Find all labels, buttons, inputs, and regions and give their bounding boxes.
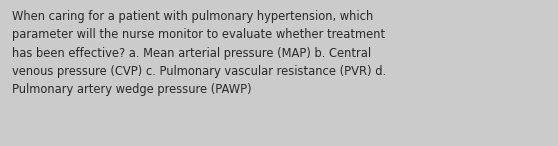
Text: When caring for a patient with pulmonary hypertension, which
parameter will the : When caring for a patient with pulmonary… <box>12 10 386 96</box>
